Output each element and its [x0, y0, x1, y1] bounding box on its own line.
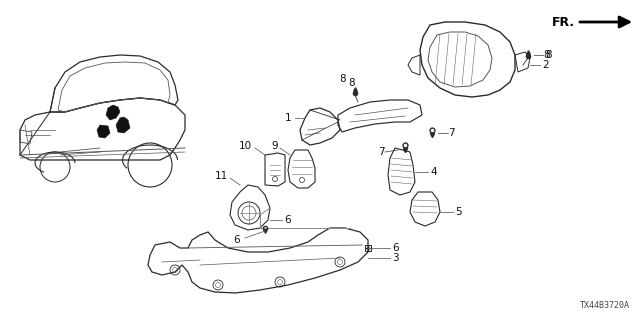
Text: 11: 11 [215, 171, 228, 181]
Text: 8: 8 [543, 50, 550, 60]
Text: 1: 1 [284, 113, 291, 123]
Text: 7: 7 [378, 147, 385, 157]
Text: FR.: FR. [552, 15, 575, 28]
Text: TX44B3720A: TX44B3720A [580, 301, 630, 310]
Polygon shape [116, 117, 130, 133]
Text: 8: 8 [339, 74, 346, 84]
Text: 9: 9 [271, 141, 278, 151]
Polygon shape [106, 105, 120, 120]
Text: 7: 7 [448, 128, 454, 138]
Polygon shape [97, 125, 110, 138]
Text: 2: 2 [542, 60, 548, 70]
Text: 6: 6 [234, 235, 240, 245]
Text: 8: 8 [545, 50, 552, 60]
Text: 8: 8 [349, 78, 355, 88]
Text: 4: 4 [430, 167, 436, 177]
Text: 3: 3 [392, 253, 399, 263]
Text: 5: 5 [455, 207, 461, 217]
Text: 6: 6 [392, 243, 399, 253]
Text: 10: 10 [239, 141, 252, 151]
Text: 6: 6 [284, 215, 291, 225]
